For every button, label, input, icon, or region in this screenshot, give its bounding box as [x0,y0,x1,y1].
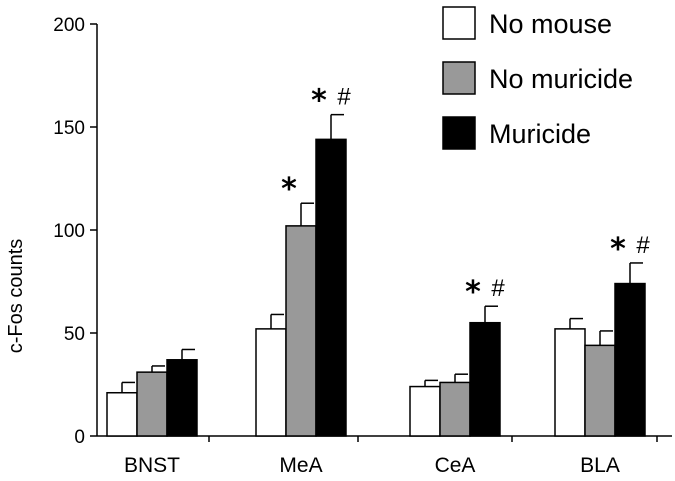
x-tick-label: BLA [580,454,620,477]
bar [554,328,586,437]
x-axis-labels: BNST MeA CeA BLA [124,454,620,477]
bar [409,385,441,437]
bar [614,282,646,437]
x-tick-label: CeA [435,454,476,477]
bar [106,391,138,437]
legend-swatch [442,116,476,150]
y-tick-label: 100 [53,221,85,242]
y-tick-label: 200 [53,15,85,36]
legend-label: Muricide [489,119,591,149]
y-axis-ticks: 0 50 100 150 200 [53,15,97,448]
significance-hash: # [491,275,505,302]
significance-hash: # [636,232,650,259]
bar [315,138,347,437]
bar [136,371,168,437]
legend: No mouse No muricide Muricide [442,6,633,150]
bar [469,321,501,437]
y-tick-label: 50 [64,324,85,345]
bars [106,113,646,437]
y-axis-title: c-Fos counts [5,239,27,353]
significance-star: * [610,232,626,267]
significance-star: * [465,275,481,310]
legend-label: No muricide [489,64,633,94]
significance-star: * [281,172,297,207]
x-tick-label: BNST [124,454,180,477]
y-tick-label: 150 [53,118,85,139]
significance-hash: # [337,84,351,111]
bar [439,381,471,437]
legend-swatch [442,61,476,95]
legend-swatch [442,6,476,40]
significance-star: * [311,84,327,119]
x-tick-label: MeA [279,454,322,477]
legend-label: No mouse [489,9,612,39]
y-tick-label: 0 [74,427,85,448]
significance-annotations: * * # * # * # [281,84,650,311]
bar [584,344,616,437]
bar [166,359,198,437]
bar [285,225,317,437]
bar [255,328,287,437]
